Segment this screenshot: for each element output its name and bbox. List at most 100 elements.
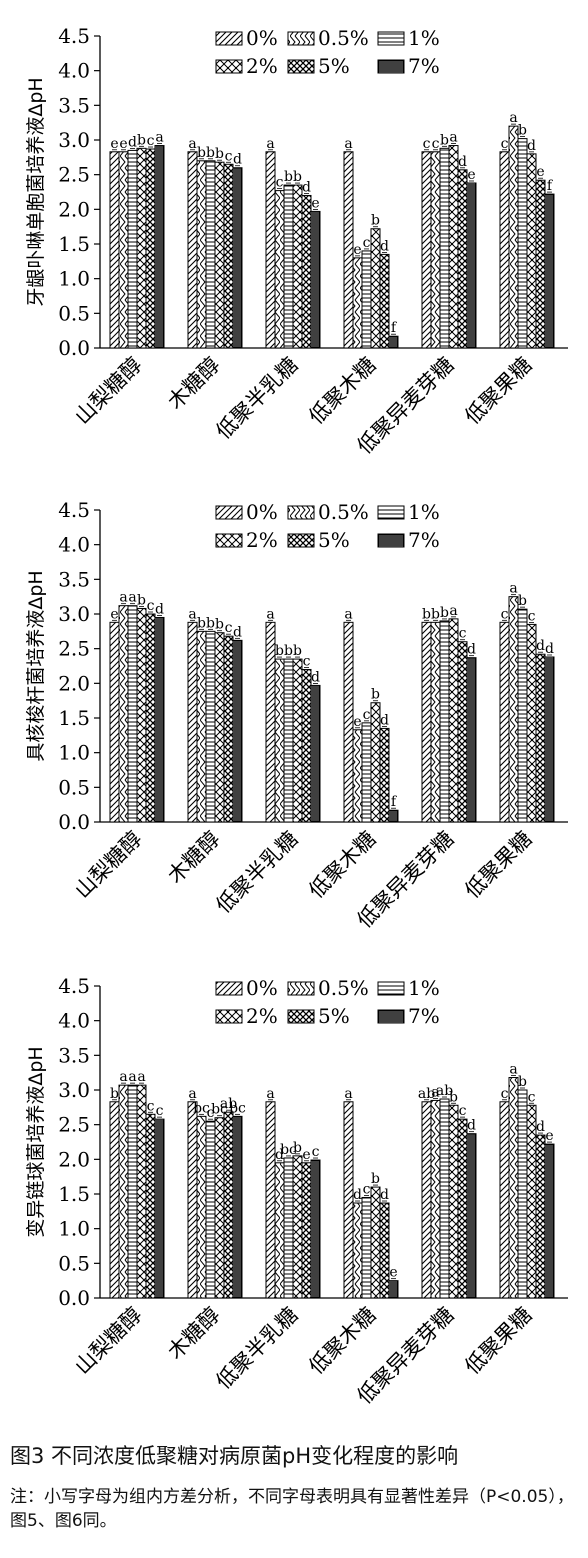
significance-letter: c	[363, 707, 371, 723]
significance-letter: e	[311, 195, 319, 211]
category-label-2: 木糖醇	[163, 827, 225, 889]
significance-letter: a	[449, 603, 457, 619]
bar-3-2	[274, 658, 285, 823]
significance-letter: c	[459, 626, 467, 642]
bar-2-2	[196, 160, 207, 349]
bar-6-2	[508, 125, 519, 349]
bar-6-5	[535, 1134, 546, 1299]
significance-letter: bc	[193, 1100, 210, 1116]
y-tick-label: 0.0	[58, 1286, 90, 1310]
significance-letter: e	[110, 136, 118, 152]
figure-note: 注：小写字母为组内方差分析，不同字母表明具有显著性差异（P<0.05），图5、图…	[10, 1487, 574, 1531]
legend-swatch-3	[377, 505, 405, 520]
significance-letter: b	[284, 169, 293, 185]
significance-letter: d	[380, 1187, 389, 1203]
significance-letter: b	[431, 606, 440, 622]
significance-letter: a	[155, 130, 163, 146]
significance-letter: b	[293, 169, 302, 185]
significance-letter: ab	[418, 1086, 435, 1102]
legend-label-3: 1%	[408, 976, 440, 1000]
significance-letter: c	[303, 653, 311, 669]
category-label-4: 低聚木糖	[304, 827, 380, 903]
significance-letter: bc	[229, 1100, 246, 1116]
significance-letter: c	[363, 1181, 371, 1197]
y-tick-label: 1.5	[58, 706, 90, 730]
significance-letter: c	[225, 148, 233, 164]
bar-4-4	[370, 1186, 381, 1299]
legend-swatch-1	[215, 31, 243, 46]
legend-label-1: 0%	[246, 500, 278, 524]
significance-letter: b	[137, 132, 146, 148]
bar-3-2	[274, 1162, 285, 1299]
bar-6-2	[508, 1077, 519, 1299]
bar-5-2	[430, 1099, 441, 1299]
significance-letter: b	[518, 593, 527, 609]
significance-letter: e	[353, 242, 361, 258]
bar-6-3	[517, 138, 528, 349]
significance-letter: f	[547, 178, 554, 194]
significance-letter: d	[545, 641, 554, 657]
significance-letter: b	[197, 145, 206, 161]
significance-letter: b	[293, 1140, 302, 1156]
bar-5-5	[457, 169, 468, 349]
bar-6-6	[544, 193, 555, 349]
y-tick-label: 0.0	[58, 336, 90, 360]
bar-5-3	[439, 620, 450, 823]
bar-2-6	[232, 639, 243, 823]
significance-letter: a	[509, 1062, 517, 1078]
y-tick-label: 2.0	[58, 671, 90, 695]
significance-letter: c	[147, 133, 155, 149]
bar-3-4	[292, 658, 303, 823]
legend-label-5: 5%	[318, 54, 350, 78]
significance-letter: f	[391, 320, 398, 336]
bar-2-3	[205, 1120, 216, 1299]
significance-letter: a	[344, 606, 352, 622]
significance-letter: a	[119, 1069, 127, 1085]
y-tick-label: 2.0	[58, 1147, 90, 1171]
significance-letter: a	[128, 1069, 136, 1085]
significance-letter: c	[501, 1086, 509, 1102]
bar-4-5	[379, 1202, 390, 1299]
bar-4-3	[361, 722, 372, 823]
bar-1-5	[145, 1113, 156, 1299]
legend-label-6: 7%	[408, 528, 440, 552]
significance-letter: b	[449, 1089, 458, 1105]
significance-letter: c	[225, 620, 233, 636]
bar-5-6	[466, 182, 477, 349]
category-label-1: 山梨糖醇	[70, 1303, 146, 1379]
significance-letter: c	[423, 136, 431, 152]
bar-6-3	[517, 608, 528, 823]
y-tick-label: 3.5	[58, 567, 90, 591]
significance-letter: f	[391, 794, 398, 810]
significance-letter: d	[128, 134, 137, 150]
bar-4-6	[388, 809, 399, 823]
significance-letter: a	[509, 581, 517, 597]
legend-swatch-4	[215, 1009, 243, 1024]
significance-letter: c	[528, 608, 536, 624]
significance-letter: d	[233, 152, 242, 168]
bar-2-4	[214, 1117, 225, 1299]
significance-letter: d	[353, 1187, 362, 1203]
bar-4-5	[379, 253, 390, 349]
legend-label-1: 0%	[246, 26, 278, 50]
bar-4-4	[370, 228, 381, 349]
bar-4-1	[343, 621, 354, 823]
significance-letter: a	[188, 1086, 196, 1102]
y-tick-label: 2.0	[58, 197, 90, 221]
chart-panel-2: 0.0 0.5 1.0 1.5 2.0 2.5 3.0 3.5 4.0 4.5 具核梭杆菌培养液Δp…	[25, 498, 568, 933]
significance-letter: b	[371, 687, 380, 703]
significance-letter: c	[432, 136, 440, 152]
significance-letter: e	[353, 714, 361, 730]
y-tick-label: 1.5	[58, 232, 90, 256]
significance-letter: a	[128, 590, 136, 606]
significance-letter: d	[527, 138, 536, 154]
legend-label-3: 1%	[408, 500, 440, 524]
bar-2-6	[232, 167, 243, 349]
category-label-3: 低聚半乳糖	[211, 353, 302, 444]
significance-letter: d	[275, 1147, 284, 1163]
bar-4-2	[352, 729, 363, 823]
bar-5-6	[466, 657, 477, 823]
bar-1-2	[118, 1084, 129, 1299]
significance-letter: b	[110, 1086, 119, 1102]
legend-label-2: 0.5%	[318, 976, 369, 1000]
